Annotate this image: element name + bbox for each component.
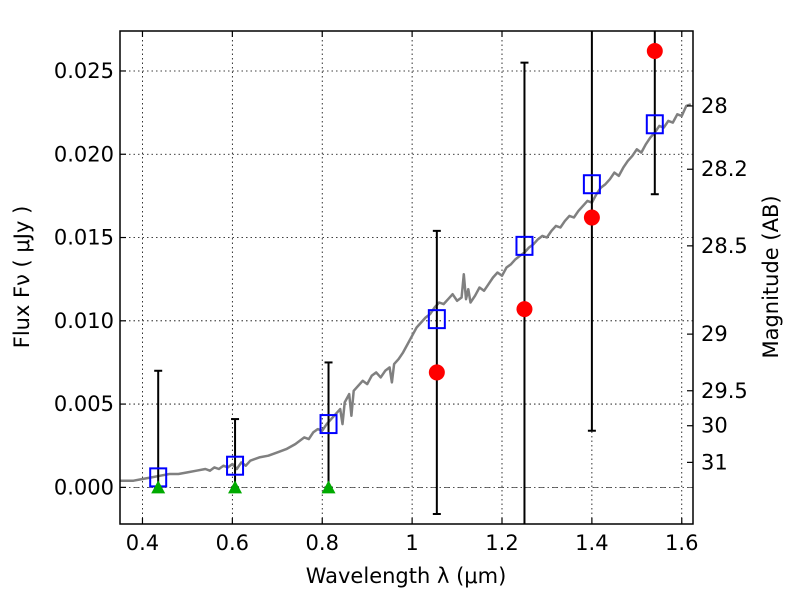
x-tick-label: 0.4 <box>126 531 159 555</box>
x-tick-label: 0.6 <box>216 531 249 555</box>
data-markers <box>149 42 664 494</box>
plot-border <box>119 30 694 525</box>
axis-ticks: 0.4 0.6 0.8 1 1.2 1.4 1.6 0.000 0.005 0.010 0.015 0… <box>54 31 748 555</box>
observed-circle-marker <box>428 364 445 381</box>
x-tick-label: 1.4 <box>575 531 608 555</box>
model-spectrum <box>120 103 692 482</box>
x-tick-label: 0.8 <box>306 531 339 555</box>
mag-tick-label: 31 <box>701 450 728 474</box>
error-bars <box>154 31 659 524</box>
mag-tick-label: 28 <box>701 94 728 118</box>
mag-tick-label: 29.5 <box>701 379 748 403</box>
mag-tick-label: 28.5 <box>701 234 748 258</box>
y-tick-label: 0.015 <box>54 226 114 250</box>
y-tick-label: 0.010 <box>54 309 114 333</box>
y-axis-right-label: Magnitude (AB) <box>759 195 783 358</box>
photometry-square-marker <box>582 174 601 195</box>
x-tick-label: 1.2 <box>485 531 518 555</box>
model-spectrum-line <box>120 103 692 482</box>
observed-circle-marker <box>646 42 663 59</box>
y-tick-label: 0.025 <box>54 59 114 83</box>
x-tick-label: 1 <box>405 531 418 555</box>
photometry-square-marker <box>515 235 534 256</box>
plot-frame <box>119 30 694 525</box>
grid <box>120 31 693 524</box>
photometry-square-marker <box>645 114 664 135</box>
y-axis-label: Flux Fν ( μJy ) <box>10 206 34 349</box>
x-tick-label: 1.6 <box>665 531 698 555</box>
photometry-square-marker <box>226 455 245 476</box>
mag-tick-label: 28.2 <box>701 157 748 181</box>
upper-limit-triangle-marker <box>228 480 243 494</box>
y-tick-label: 0.020 <box>54 142 114 166</box>
photometry-square-marker <box>319 414 338 435</box>
x-axis-label: Wavelength λ (μm) <box>306 564 507 588</box>
upper-limit-triangle-marker <box>151 480 166 494</box>
mag-tick-label: 29 <box>701 322 728 346</box>
y-tick-label: 0.000 <box>54 475 114 499</box>
observed-circle-marker <box>583 209 600 226</box>
upper-limit-triangle-marker <box>321 480 336 494</box>
observed-circle-marker <box>516 301 533 318</box>
mag-tick-label: 30 <box>701 414 728 438</box>
y-tick-label: 0.005 <box>54 392 114 416</box>
photometry-square-marker <box>427 309 446 330</box>
